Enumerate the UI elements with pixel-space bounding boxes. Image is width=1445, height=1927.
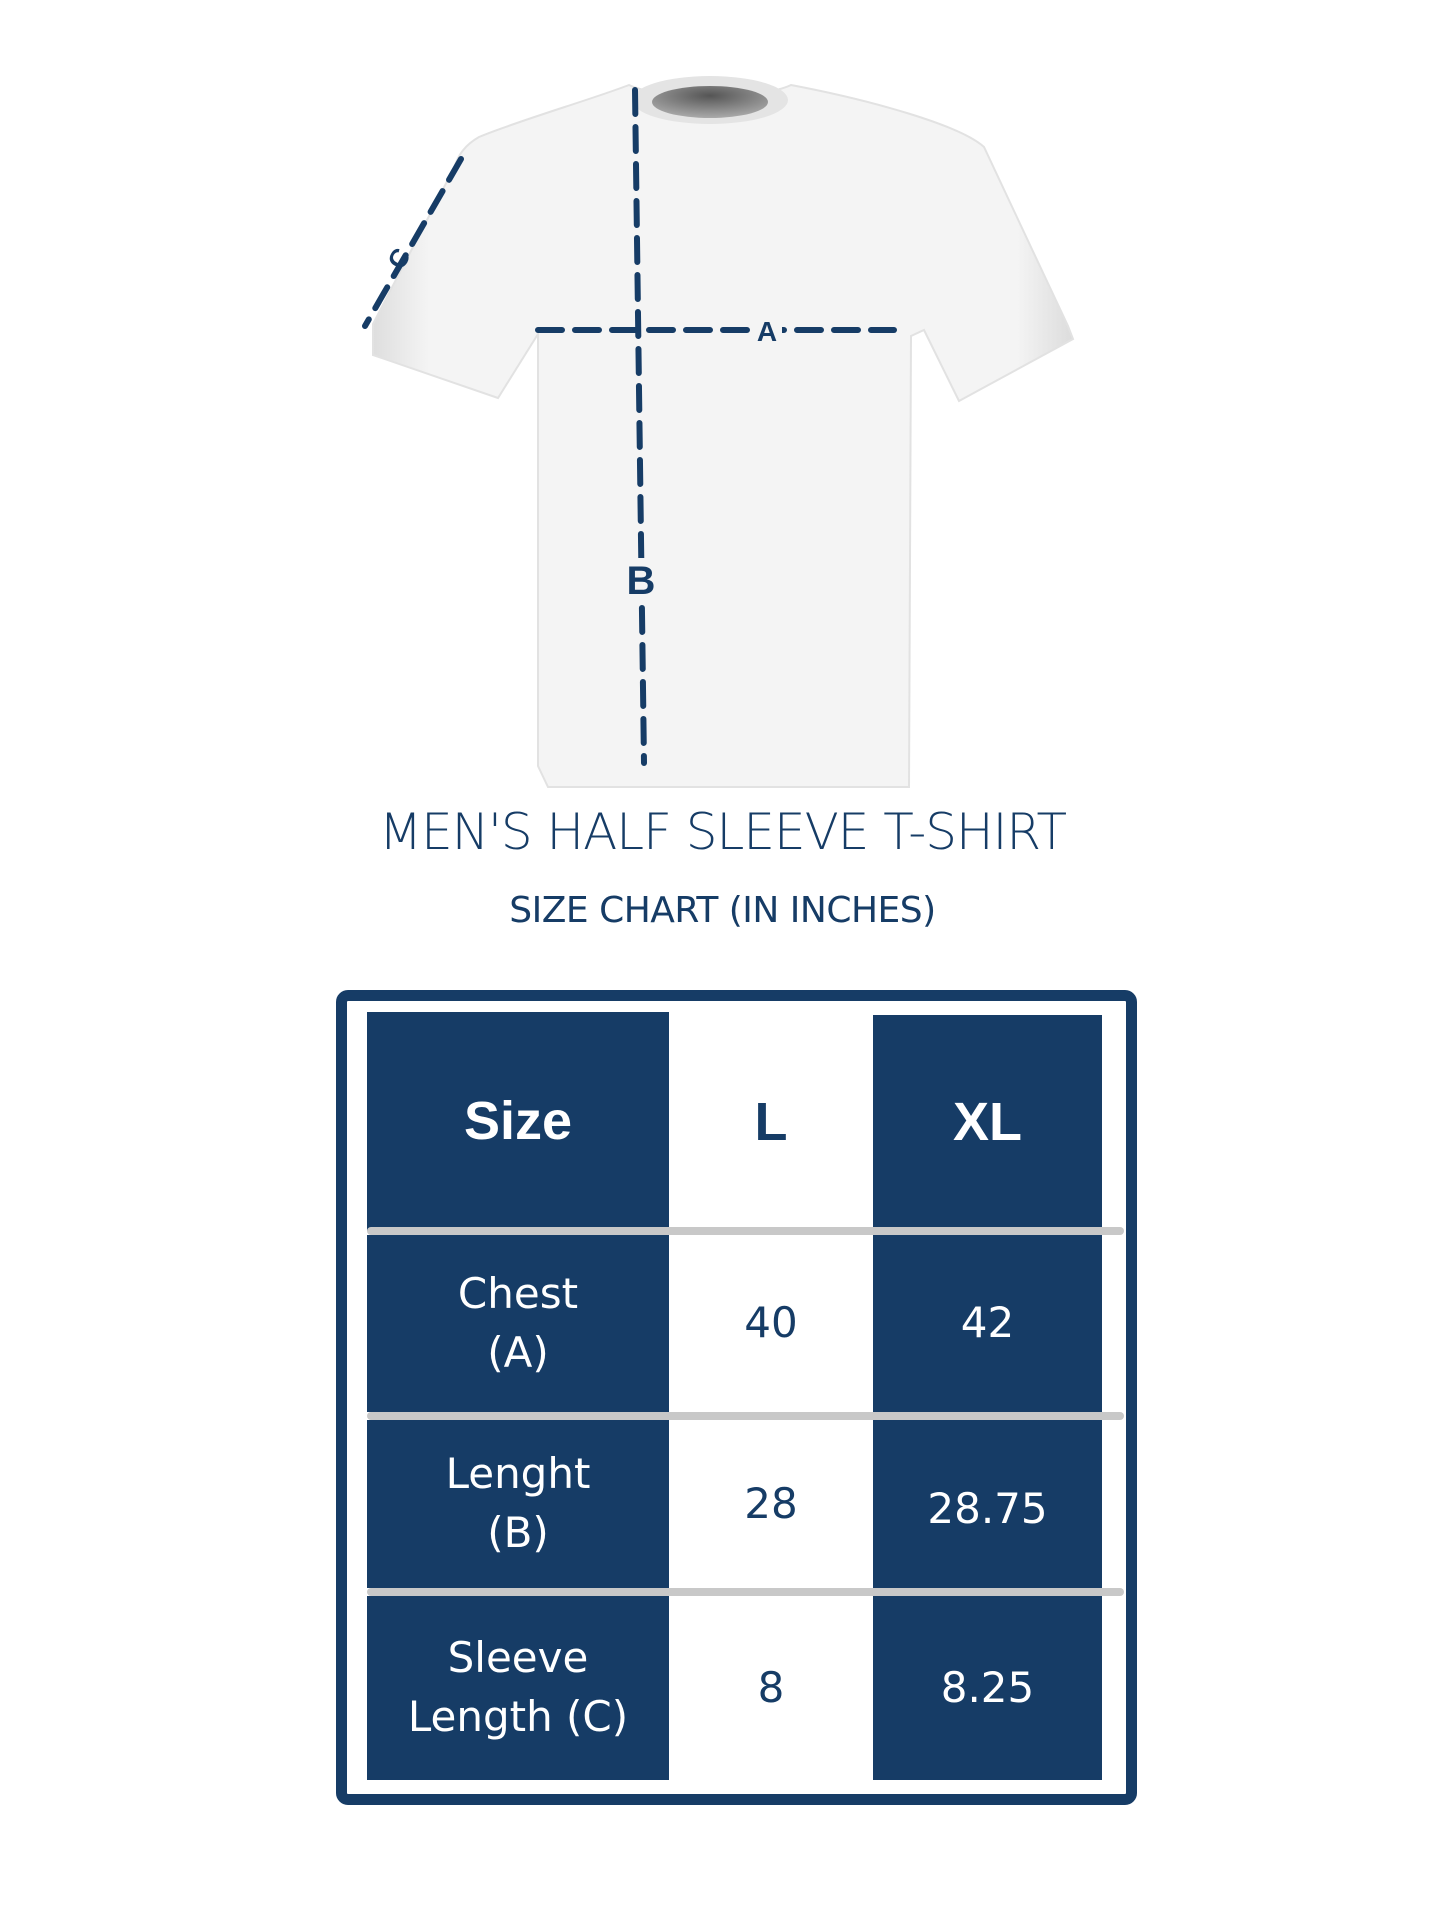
row-label-line: Chest	[457, 1268, 579, 1318]
neck-opening	[652, 86, 768, 118]
row-separator	[367, 1412, 1124, 1420]
page-title: MEN'S HALF SLEEVE T-SHIRT	[378, 803, 1067, 861]
tshirt-diagram: A B C	[362, 76, 1075, 788]
header-l: L	[669, 1015, 873, 1231]
cell-length-xl: 28.75	[873, 1420, 1102, 1588]
label-b: B	[627, 559, 656, 603]
row-label-length: Lenght (B)	[367, 1420, 669, 1588]
row-label-line: Sleeve	[447, 1633, 589, 1683]
cell-chest-xl: 42	[873, 1235, 1102, 1412]
measure-line-b	[632, 87, 647, 766]
row-separator	[367, 1588, 1124, 1596]
cell-length-l: 28	[669, 1420, 873, 1588]
row-label-line: (B)	[487, 1508, 549, 1557]
row-label-sleeve: Sleeve Length (C)	[367, 1596, 669, 1780]
row-label-line: Length (C)	[407, 1692, 629, 1741]
row-label-chest: Chest (A)	[367, 1235, 669, 1412]
tshirt-shape	[372, 83, 1075, 788]
measure-line-c	[362, 156, 464, 329]
row-label-line: (A)	[487, 1327, 549, 1377]
cell-chest-l: 40	[669, 1235, 873, 1412]
header-size: Size	[367, 1012, 669, 1231]
cell-sleeve-xl: 8.25	[873, 1596, 1102, 1780]
header-xl: XL	[873, 1015, 1102, 1231]
row-label-line: Lenght	[445, 1449, 591, 1499]
cell-sleeve-l: 8	[669, 1596, 873, 1780]
label-a: A	[757, 316, 777, 347]
row-separator	[367, 1227, 1124, 1235]
page-subtitle: SIZE CHART (IN INCHES)	[509, 890, 936, 931]
